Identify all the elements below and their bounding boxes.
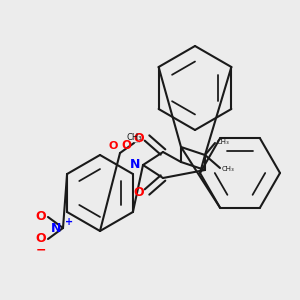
Text: O: O	[121, 139, 131, 152]
Text: O: O	[109, 141, 118, 151]
Text: +: +	[65, 217, 73, 227]
Text: O: O	[134, 185, 144, 199]
Text: O: O	[35, 211, 46, 224]
Text: CH₃: CH₃	[222, 166, 235, 172]
Text: N: N	[130, 158, 140, 172]
Text: CH₃: CH₃	[126, 133, 142, 142]
Text: CH₃: CH₃	[217, 139, 230, 145]
Text: O: O	[35, 232, 46, 245]
Text: methoxy: methoxy	[135, 141, 141, 142]
Text: N: N	[51, 221, 61, 235]
Text: −: −	[36, 243, 46, 256]
Text: O: O	[134, 131, 144, 145]
